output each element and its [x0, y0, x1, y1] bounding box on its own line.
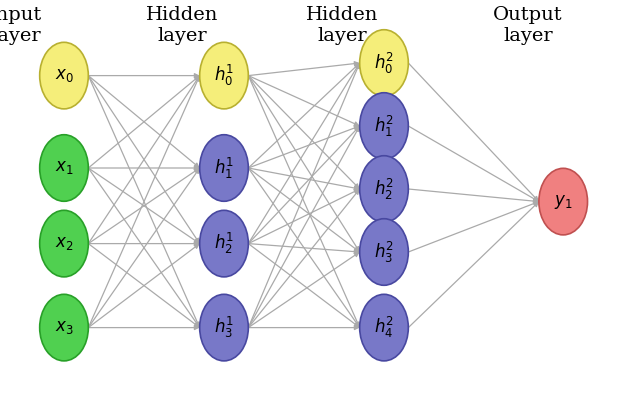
Text: $y_1$: $y_1$	[554, 193, 573, 210]
Text: Hidden
layer: Hidden layer	[306, 6, 379, 45]
Ellipse shape	[40, 42, 88, 109]
Text: $h_1^1$: $h_1^1$	[214, 155, 234, 181]
Ellipse shape	[360, 93, 408, 159]
Text: $h_3^2$: $h_3^2$	[374, 239, 394, 265]
Text: Hidden
layer: Hidden layer	[146, 6, 219, 45]
Ellipse shape	[40, 210, 88, 277]
Ellipse shape	[360, 294, 408, 361]
Ellipse shape	[360, 156, 408, 222]
Text: $h_0^2$: $h_0^2$	[374, 50, 394, 76]
Ellipse shape	[539, 168, 588, 235]
Text: $h_4^2$: $h_4^2$	[374, 315, 394, 340]
Text: $h_3^1$: $h_3^1$	[214, 315, 234, 340]
Text: $x_1$: $x_1$	[54, 160, 74, 176]
Text: $h_2^1$: $h_2^1$	[214, 231, 234, 256]
Ellipse shape	[360, 219, 408, 285]
Ellipse shape	[200, 42, 248, 109]
Text: $x_2$: $x_2$	[55, 235, 73, 252]
Text: $h_1^2$: $h_1^2$	[374, 113, 394, 139]
Ellipse shape	[40, 135, 88, 201]
Text: $h_0^1$: $h_0^1$	[214, 63, 234, 88]
Ellipse shape	[200, 135, 248, 201]
Text: Output
layer: Output layer	[493, 6, 563, 45]
Text: $x_0$: $x_0$	[54, 67, 74, 84]
Text: $h_2^2$: $h_2^2$	[374, 176, 394, 202]
Text: Input
layer: Input layer	[0, 6, 43, 45]
Ellipse shape	[360, 30, 408, 96]
Ellipse shape	[40, 294, 88, 361]
Ellipse shape	[200, 294, 248, 361]
Text: $x_3$: $x_3$	[54, 319, 74, 336]
Ellipse shape	[200, 210, 248, 277]
